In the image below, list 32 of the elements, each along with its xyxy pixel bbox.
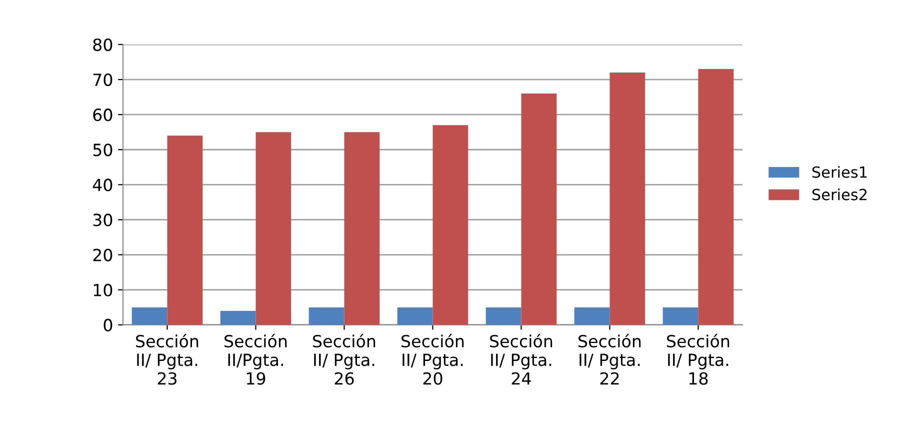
bar xyxy=(486,307,522,325)
bar xyxy=(521,94,557,325)
bar xyxy=(167,136,203,325)
y-tick-label: 10 xyxy=(94,284,112,296)
bar xyxy=(698,69,734,325)
y-tick-label: 20 xyxy=(93,248,112,262)
x-tick-label: Sección II/ Pgta. 22 xyxy=(578,334,641,385)
bar xyxy=(308,307,344,325)
y-tick-label: 80 xyxy=(93,38,112,52)
x-tick-label: Sección II/ Pgta. 23 xyxy=(136,334,198,385)
bar xyxy=(662,307,698,325)
y-tick-label: 70 xyxy=(93,74,112,86)
bar xyxy=(432,125,468,325)
bar xyxy=(220,310,256,325)
y-tick-label: 40 xyxy=(92,178,112,192)
x-tick-label: Sección II/ Pgta. 24 xyxy=(490,334,552,385)
x-tick-label: Sección II/ Pgta. 18 xyxy=(667,334,730,385)
bar xyxy=(344,132,380,325)
legend-label: Series2 xyxy=(812,188,867,200)
y-tick-label: 60 xyxy=(93,108,112,122)
x-tick-label: Sección II/Pgta. 19 xyxy=(224,334,287,385)
y-tick-label: 30 xyxy=(93,214,112,226)
bar xyxy=(397,307,433,325)
bar xyxy=(574,307,610,325)
legend-label: Series1 xyxy=(812,166,867,178)
bar xyxy=(256,132,292,325)
x-tick-label: Sección II/ Pgta. 26 xyxy=(313,334,376,385)
bar xyxy=(132,307,168,325)
y-tick-label: 0 xyxy=(104,318,112,332)
x-tick-label: Sección II/ Pgta. 20 xyxy=(402,334,464,385)
y-tick-label: 50 xyxy=(93,144,112,156)
bar xyxy=(610,72,646,325)
